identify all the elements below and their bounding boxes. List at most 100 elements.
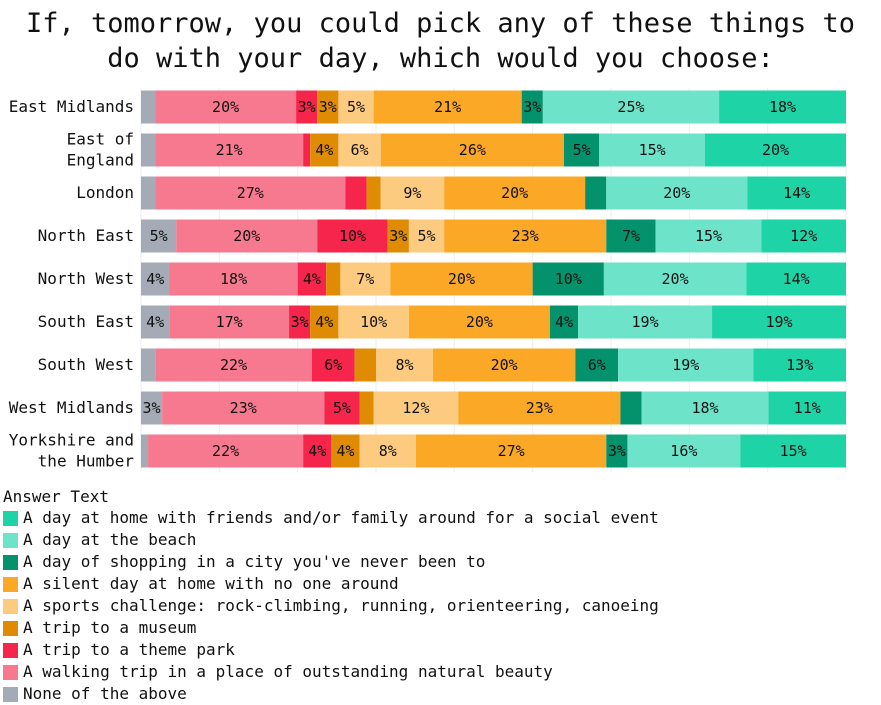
legend-item[interactable]: A trip to a theme park: [3, 639, 659, 661]
legend-title: Answer Text: [3, 487, 109, 506]
bar-segment: [641, 391, 769, 425]
bar-segment: [564, 133, 600, 167]
bar-segment: [303, 434, 332, 468]
data-label: 7%: [622, 227, 640, 245]
bar-segment: [359, 434, 416, 468]
bar-segment: [155, 133, 304, 167]
legend-item[interactable]: A trip to a museum: [3, 617, 659, 639]
legend-item[interactable]: A day at the beach: [3, 529, 659, 551]
legend-label: A silent day at home with no one around: [23, 574, 399, 593]
bar-segment: [331, 434, 360, 468]
bar-segment: [521, 90, 543, 124]
bar-segment: [141, 90, 156, 124]
bar-segment: [618, 348, 754, 382]
bar-segment: [345, 176, 367, 210]
data-label: 23%: [526, 399, 553, 417]
bar-segment: [141, 133, 156, 167]
bar-segment: [155, 176, 346, 210]
y-tick-label: London: [76, 183, 134, 202]
data-label: 4%: [315, 313, 333, 331]
bar-segment: [415, 434, 607, 468]
data-label: 20%: [491, 356, 518, 374]
bar-segment: [310, 133, 339, 167]
y-tick-label: East Midlands: [9, 97, 134, 116]
bar-segment: [338, 133, 381, 167]
chart-title-line-1: If, tomorrow, you could pick any of thes…: [25, 8, 856, 39]
bar-segment: [719, 90, 846, 124]
bar-segment: [155, 348, 312, 382]
bar-segment: [359, 391, 374, 425]
data-label: 19%: [765, 313, 792, 331]
legend-label: A day of shopping in a city you've never…: [23, 552, 486, 571]
data-label: 8%: [395, 356, 413, 374]
bar-segment: [408, 219, 445, 253]
bar-segment: [340, 262, 391, 296]
bar-segment: [176, 219, 318, 253]
bar-segment: [380, 133, 564, 167]
bar-segment: [549, 305, 579, 339]
data-label: 23%: [512, 227, 539, 245]
bar-segment: [444, 176, 586, 210]
bar-segment: [296, 90, 318, 124]
data-label: 18%: [691, 399, 718, 417]
data-label: 12%: [402, 399, 429, 417]
bar-segment: [606, 176, 748, 210]
bar-segment: [458, 391, 621, 425]
data-label: 23%: [230, 399, 257, 417]
data-label: 5%: [150, 227, 168, 245]
data-label: 7%: [356, 270, 374, 288]
data-label: 18%: [769, 98, 796, 116]
bar-segment: [311, 348, 355, 382]
data-label: 20%: [466, 313, 493, 331]
bar-segment: [376, 348, 433, 382]
bar-segment: [354, 348, 376, 382]
bar-segment: [747, 176, 846, 210]
bar-segment: [627, 434, 741, 468]
bar-segment: [373, 391, 459, 425]
bar-segment: [768, 391, 846, 425]
data-label: 4%: [303, 270, 321, 288]
data-label: 3%: [389, 227, 407, 245]
data-label: 21%: [434, 98, 461, 116]
bar-segment: [141, 219, 177, 253]
legend-swatch: [3, 620, 18, 636]
data-label: 12%: [790, 227, 817, 245]
legend-swatch: [3, 642, 18, 658]
data-label: 4%: [308, 442, 326, 460]
data-label: 15%: [780, 442, 807, 460]
legend-swatch: [3, 510, 18, 526]
y-tick-label: the Humber: [38, 452, 135, 471]
bar-segment: [578, 305, 713, 339]
legend-item[interactable]: A walking trip in a place of outstanding…: [3, 661, 659, 683]
legend-item[interactable]: A day at home with friends and/or family…: [3, 507, 659, 529]
legend-item[interactable]: A sports challenge: rock-climbing, runni…: [3, 595, 659, 617]
bar-segment: [380, 176, 445, 210]
bar-segment: [532, 262, 604, 296]
data-label: 16%: [670, 442, 697, 460]
data-label: 5%: [417, 227, 435, 245]
data-label: 9%: [403, 184, 421, 202]
bar-segment: [387, 219, 409, 253]
legend-item[interactable]: None of the above: [3, 683, 659, 705]
data-label: 4%: [146, 313, 164, 331]
bar-segment: [297, 262, 327, 296]
legend-item[interactable]: A silent day at home with no one around: [3, 573, 659, 595]
data-label: 5%: [333, 399, 351, 417]
bar-segment: [141, 305, 170, 339]
data-label: 19%: [672, 356, 699, 374]
bar-segment: [606, 219, 656, 253]
legend-label: A trip to a theme park: [23, 640, 235, 659]
legend-item[interactable]: A day of shopping in a city you've never…: [3, 551, 659, 573]
legend-label: A walking trip in a place of outstanding…: [23, 662, 553, 681]
chart-title: If, tomorrow, you could pick any of thes…: [0, 6, 881, 76]
bar-segment: [326, 262, 341, 296]
bar-segment: [141, 434, 149, 468]
y-tick-label: North East: [38, 226, 134, 245]
legend-label: A day at home with friends and/or family…: [23, 508, 659, 527]
data-label: 5%: [347, 98, 365, 116]
bar-segment: [310, 305, 339, 339]
data-label: 20%: [233, 227, 260, 245]
bar-segment: [338, 90, 374, 124]
bar-segment: [141, 176, 156, 210]
